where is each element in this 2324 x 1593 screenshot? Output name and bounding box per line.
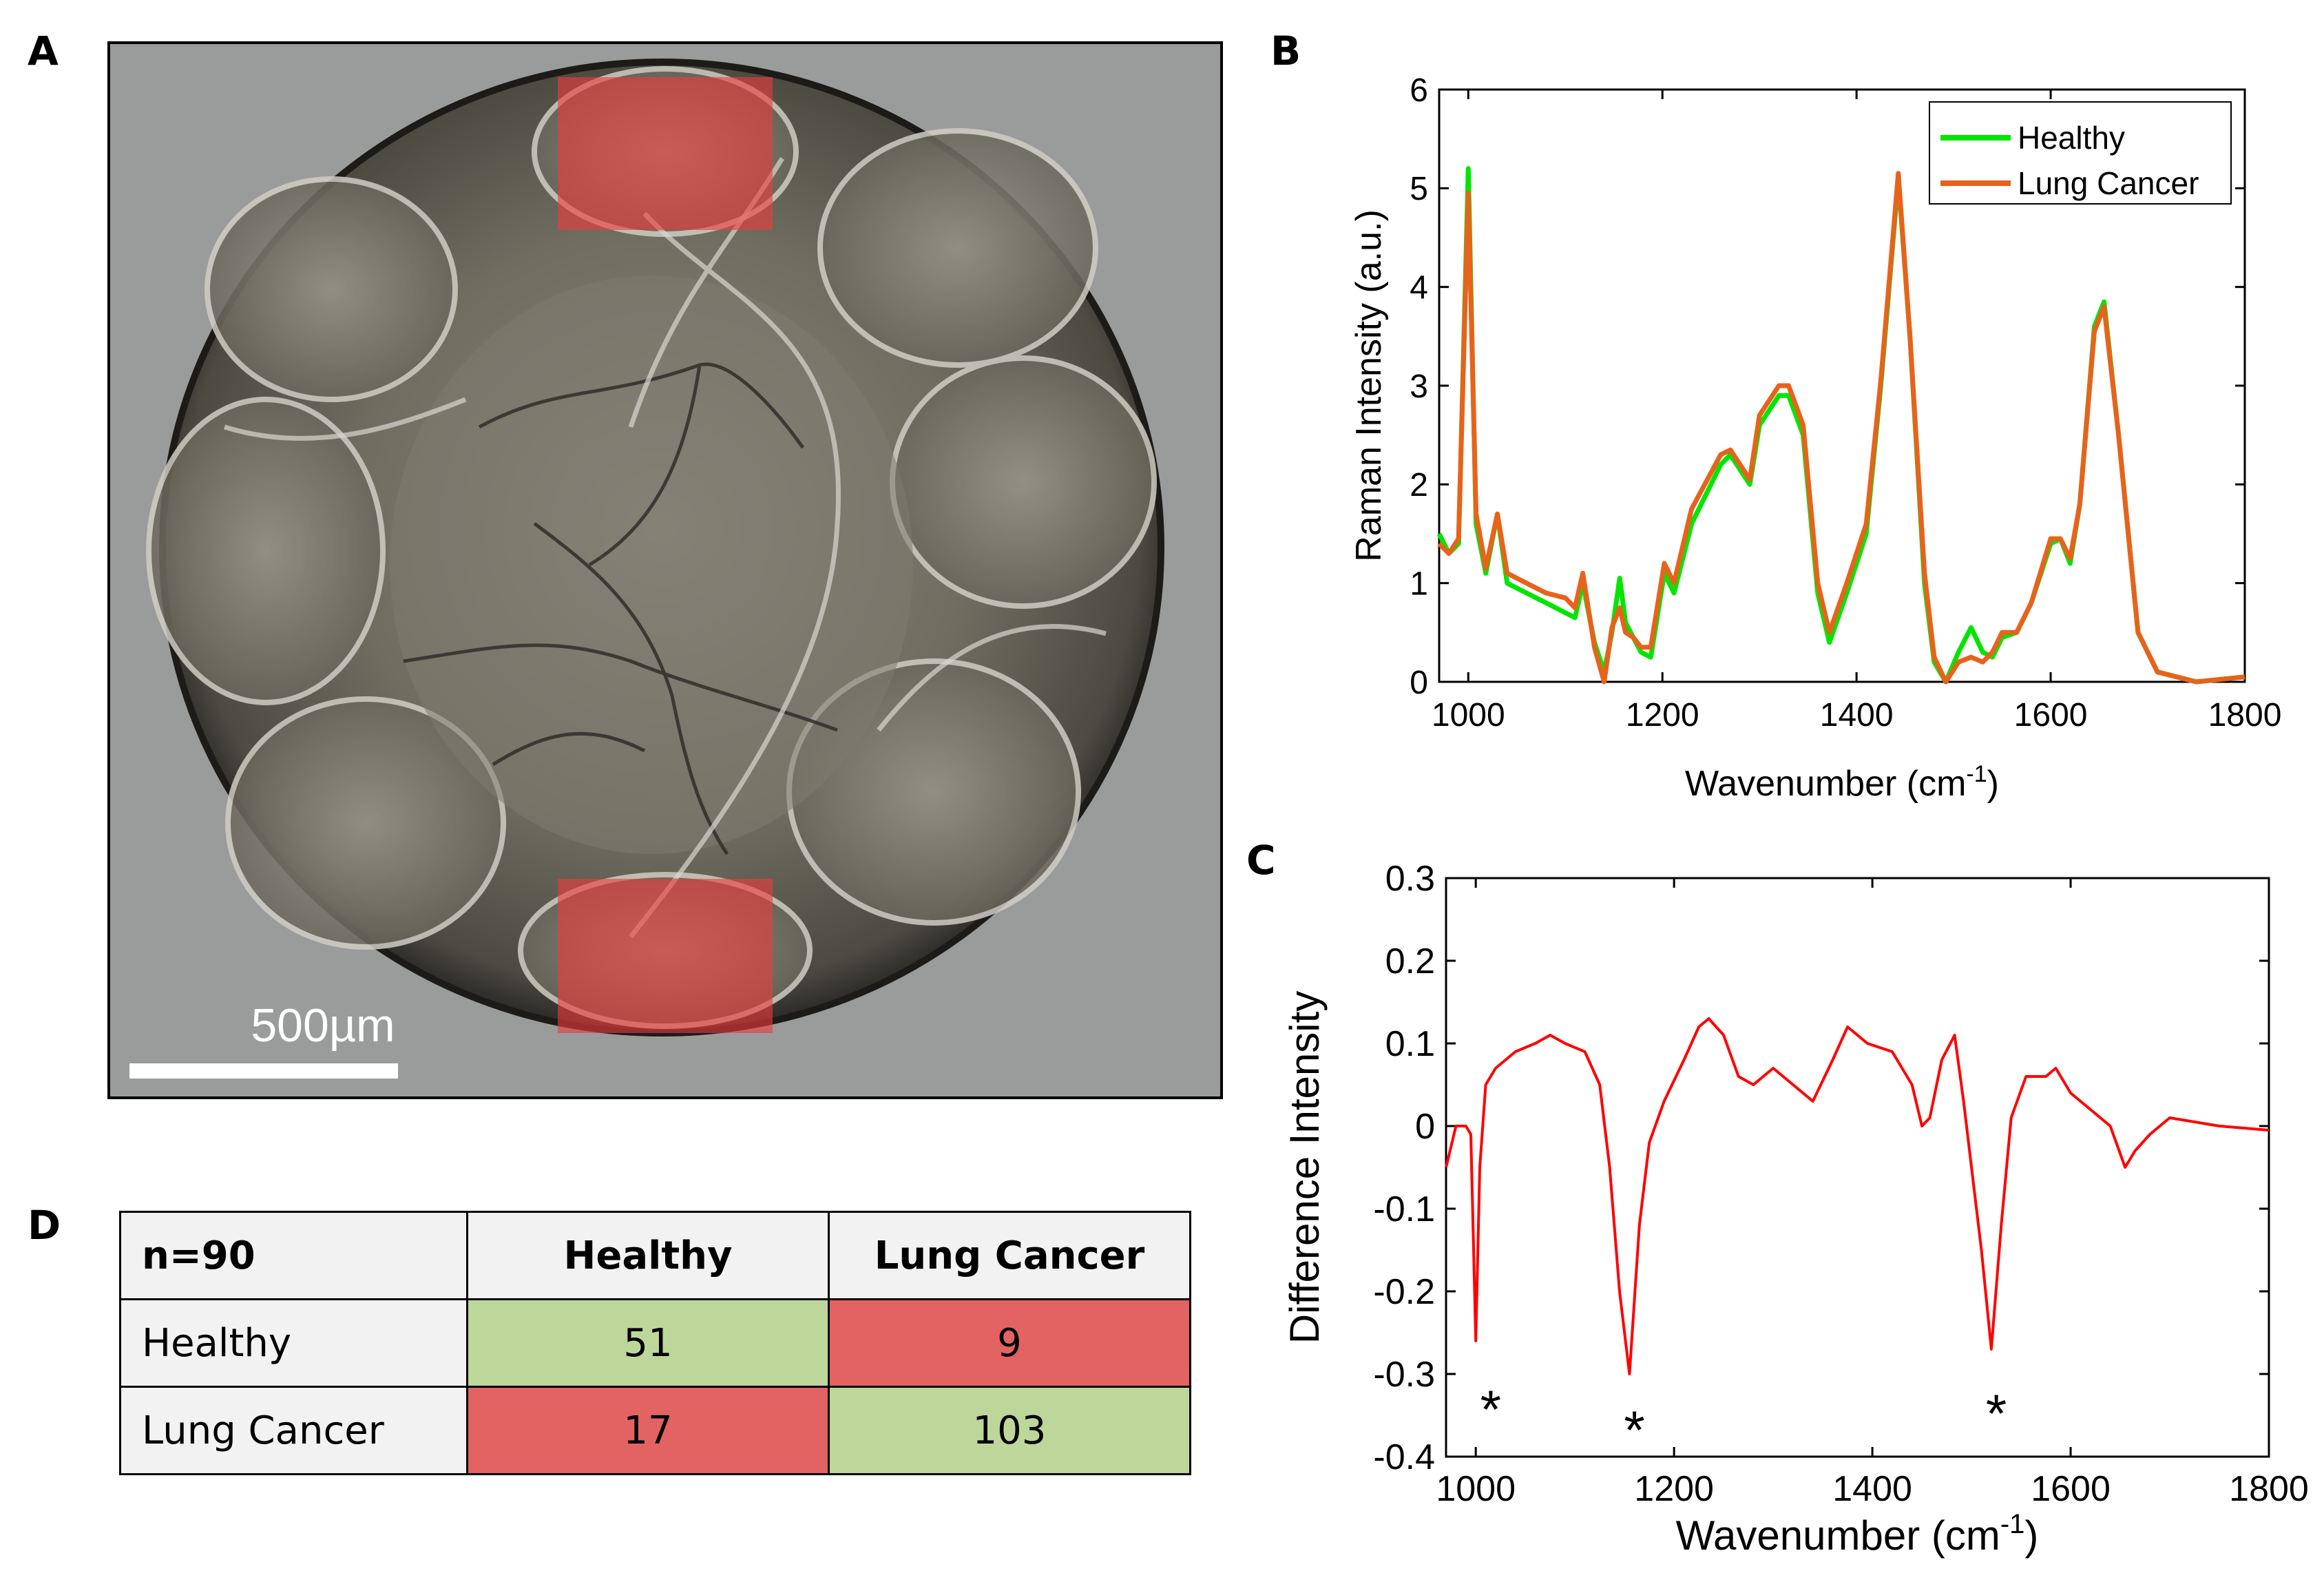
chart-c: 1000 1200 1400 1600 1800 -0.4 -0.3 -0.2 -0.1 0 0.1… xyxy=(1281,859,2309,1559)
x-tick-label: 1600 xyxy=(2014,697,2088,733)
legend-label-healthy: Healthy xyxy=(2018,120,2125,156)
table-cell: 103 xyxy=(828,1386,1191,1475)
y-tick-label: 0 xyxy=(1415,1107,1435,1147)
panel-label-c: C xyxy=(1246,837,1276,884)
confusion-table: n=90 Healthy Lung Cancer Healthy 51 9 Lu… xyxy=(119,1211,1191,1475)
chart-b-ylabel: Raman Intensity (a.u.) xyxy=(1349,209,1389,562)
chart-b: 1000 1200 1400 1600 1800 0 1 2 3 4 5 6 Healthy Lung… xyxy=(1349,72,2281,804)
annotation-asterisk: * xyxy=(1624,1399,1644,1460)
y-tick-label: 1 xyxy=(1410,565,1428,602)
table-row: Lung Cancer 17 103 xyxy=(119,1386,1191,1475)
table-cell: 17 xyxy=(466,1386,830,1475)
cracks xyxy=(403,362,838,855)
y-tick-label: 6 xyxy=(1410,72,1428,109)
y-tick-label: -0.1 xyxy=(1373,1189,1435,1229)
y-tick-label: 2 xyxy=(1410,467,1428,503)
chart-c-series xyxy=(1445,1017,2270,1375)
y-tick-label: 0 xyxy=(1410,665,1428,701)
table-corner: n=90 xyxy=(119,1211,468,1300)
table-cell: 51 xyxy=(466,1298,830,1388)
chart-b-xlabel-sup: -1 xyxy=(1966,761,1987,787)
series-line-difference xyxy=(1445,1017,2270,1375)
chart-b-xlabel-close: ) xyxy=(1987,764,1999,804)
y-tick-label: 5 xyxy=(1410,171,1428,207)
x-tick-label: 1800 xyxy=(2208,697,2282,733)
x-tick-label: 1000 xyxy=(1432,697,1505,733)
x-tick-label: 1000 xyxy=(1436,1469,1516,1509)
series-line-healthy xyxy=(1436,166,2246,685)
highlight-bottom xyxy=(558,879,773,1033)
chart-c-plot-area xyxy=(1445,877,2270,1458)
x-tick-label: 1200 xyxy=(1626,697,1699,733)
chart-b-legend: Healthy Lung Cancer xyxy=(1929,101,2232,205)
chart-b-xlabel: Wavenumber (cm-1) xyxy=(1685,761,1999,804)
panel-label-d: D xyxy=(28,1202,61,1249)
scale-bar xyxy=(129,1063,398,1079)
x-tick-label: 1200 xyxy=(1634,1469,1714,1509)
chart-c-xlabel: Wavenumber (cm-1) xyxy=(1676,1509,2039,1559)
x-tick-label: 1600 xyxy=(2031,1469,2111,1509)
y-tick-label: 0.2 xyxy=(1385,941,1435,981)
y-tick-label: 4 xyxy=(1410,269,1428,306)
y-tick-label: 0.3 xyxy=(1385,859,1435,899)
y-tick-label: -0.4 xyxy=(1373,1437,1435,1477)
panel-label-a: A xyxy=(28,28,59,74)
highlight-top xyxy=(558,77,773,230)
chart-c-axes: 1000 1200 1400 1600 1800 -0.4 -0.3 -0.2 -0.1 0 0.1… xyxy=(1373,859,2308,1509)
panel-label-b: B xyxy=(1270,28,1301,74)
table-header-lung-cancer: Lung Cancer xyxy=(828,1211,1191,1300)
y-tick-label: -0.2 xyxy=(1373,1272,1435,1312)
annotation-asterisk: * xyxy=(1986,1383,2007,1444)
y-tick-label: 0.1 xyxy=(1385,1024,1435,1064)
table-row: Healthy 51 9 xyxy=(119,1298,1191,1388)
micrograph: 500µm xyxy=(107,41,1223,1099)
series-line-lung-cancer xyxy=(1437,171,2246,685)
chart-c-annotations: * * * xyxy=(1480,1379,2007,1460)
legend-label-lung-cancer: Lung Cancer xyxy=(2018,165,2199,201)
chart-b-xlabel-main: Wavenumber (cm xyxy=(1685,764,1966,804)
chart-c-xlabel-sup: -1 xyxy=(2000,1509,2025,1539)
x-tick-label: 1800 xyxy=(2229,1469,2309,1509)
x-tick-label: 1400 xyxy=(1832,1469,1912,1509)
chart-c-xlabel-close: ) xyxy=(2024,1512,2038,1559)
table-cell: 9 xyxy=(828,1298,1191,1388)
table-row-label: Lung Cancer xyxy=(119,1386,468,1475)
scale-bar-label: 500µm xyxy=(251,999,395,1052)
chart-b-axes: 1000 1200 1400 1600 1800 0 1 2 3 4 5 6 xyxy=(1410,72,2281,733)
annotation-asterisk: * xyxy=(1480,1379,1501,1439)
y-tick-label: -0.3 xyxy=(1373,1355,1435,1395)
table-header-row: n=90 Healthy Lung Cancer xyxy=(119,1211,1191,1300)
chart-c-xlabel-main: Wavenumber (cm xyxy=(1676,1512,2000,1559)
table-row-label: Healthy xyxy=(119,1298,468,1388)
y-tick-label: 3 xyxy=(1410,368,1428,405)
table-header-healthy: Healthy xyxy=(466,1211,830,1300)
chart-c-ylabel: Difference Intensity xyxy=(1281,991,1328,1344)
x-tick-label: 1400 xyxy=(1820,697,1894,733)
chart-b-series xyxy=(1436,166,2246,685)
